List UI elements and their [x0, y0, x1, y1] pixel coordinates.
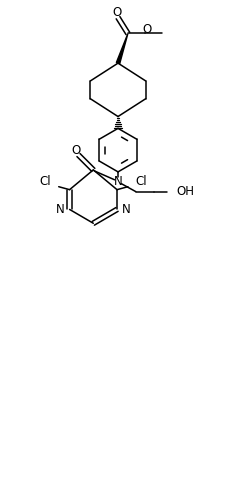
Text: N: N	[56, 203, 65, 216]
Polygon shape	[116, 34, 128, 64]
Text: O: O	[112, 6, 122, 19]
Text: Cl: Cl	[39, 175, 51, 188]
Text: OH: OH	[176, 185, 194, 198]
Text: O: O	[71, 143, 80, 157]
Text: N: N	[122, 203, 131, 216]
Text: N: N	[114, 175, 122, 188]
Text: O: O	[142, 23, 151, 36]
Text: Cl: Cl	[136, 175, 147, 188]
